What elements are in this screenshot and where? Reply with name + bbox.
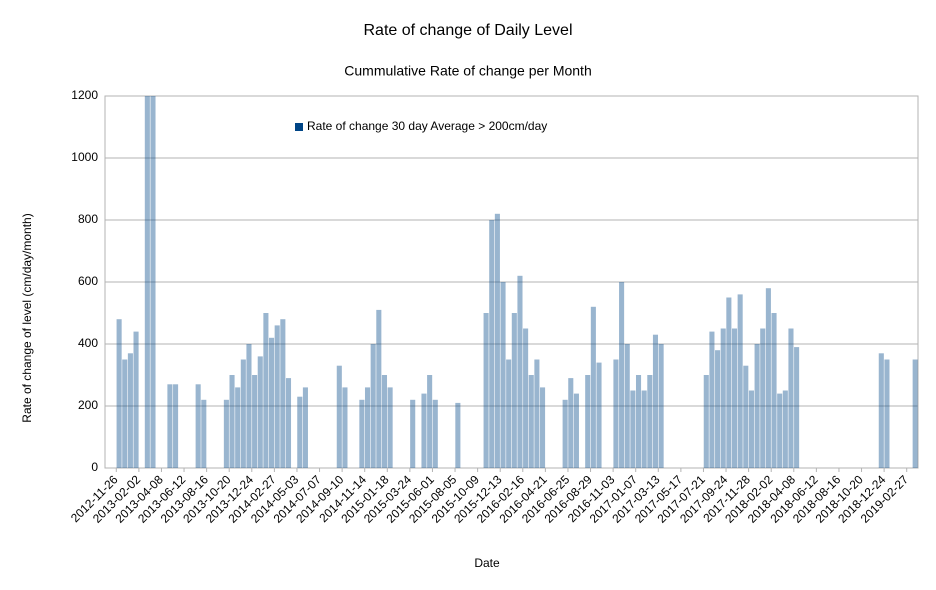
- chart-title: Rate of change of Daily Level: [363, 22, 572, 39]
- bar: [116, 319, 122, 468]
- grid: 0 200 400 600 800 1000 1200: [71, 88, 919, 474]
- bar: [274, 325, 280, 468]
- bar: [630, 390, 636, 468]
- bar: [703, 375, 709, 468]
- bar: [596, 362, 602, 468]
- bar: [523, 328, 529, 468]
- bar: [240, 359, 246, 468]
- bar: [376, 309, 382, 468]
- bar: [494, 213, 500, 468]
- bar: [364, 387, 371, 468]
- bar: [280, 319, 286, 468]
- bar: [635, 375, 642, 468]
- bar: [257, 356, 263, 468]
- bar: [534, 359, 540, 468]
- bar: [127, 353, 133, 468]
- bar: [421, 393, 427, 468]
- bar: [788, 328, 794, 468]
- y-tick-label: 1200: [71, 88, 98, 102]
- bar: [173, 384, 179, 468]
- y-tick-label: 1000: [71, 150, 98, 164]
- bar: [122, 359, 128, 468]
- bar: [483, 313, 489, 468]
- bar: [223, 399, 229, 468]
- bar: [285, 378, 292, 468]
- bar: [777, 393, 783, 468]
- bar: [590, 306, 596, 468]
- y-tick-label: 200: [78, 398, 98, 412]
- y-tick-label: 400: [78, 336, 98, 350]
- bar: [912, 359, 918, 468]
- bar: [562, 399, 568, 468]
- bar: [528, 375, 534, 468]
- bar: [794, 347, 800, 468]
- bar: [235, 387, 241, 468]
- bar: [370, 344, 376, 468]
- bar: [878, 353, 884, 468]
- bar: [252, 375, 258, 468]
- bar: [150, 96, 156, 468]
- bar: [540, 387, 546, 468]
- bar: [229, 375, 235, 468]
- bar: [269, 337, 275, 468]
- bar: [489, 220, 495, 468]
- x-axis-label: Date: [474, 556, 500, 570]
- bar: [246, 344, 252, 468]
- bar: [613, 359, 619, 468]
- bar: [517, 275, 523, 468]
- bar: [359, 399, 365, 468]
- y-tick-label: 0: [91, 460, 98, 474]
- bar: [731, 328, 738, 468]
- bar: [432, 399, 438, 468]
- y-tick-label: 600: [78, 274, 98, 288]
- bar: [427, 375, 433, 468]
- bar: [500, 282, 506, 468]
- bar: [455, 402, 461, 468]
- bar: [381, 375, 388, 468]
- bar: [658, 344, 664, 468]
- bar: [884, 359, 890, 468]
- bar: [652, 334, 659, 468]
- bar: [302, 387, 308, 468]
- bar: [641, 390, 647, 468]
- bar: [410, 399, 416, 468]
- bar: [619, 282, 625, 468]
- y-tick-label: 800: [78, 212, 98, 226]
- y-axis-label: Rate of change of level (cm/day/month): [20, 213, 34, 422]
- bars: [116, 96, 918, 468]
- bar: [297, 396, 303, 468]
- bar: [748, 390, 754, 468]
- bar: [144, 96, 150, 468]
- bar: [765, 288, 771, 468]
- bar: [720, 328, 726, 468]
- bar: [336, 365, 342, 468]
- bar: [754, 344, 760, 468]
- bar: [624, 344, 630, 468]
- bar: [585, 375, 591, 468]
- bar: [511, 313, 517, 468]
- bar: [133, 331, 139, 468]
- bar: [568, 378, 574, 468]
- bar: [573, 393, 579, 468]
- bar: [263, 313, 269, 468]
- bar: [771, 313, 777, 468]
- bar: [506, 359, 512, 468]
- bar: [709, 331, 715, 468]
- bar: [743, 365, 749, 468]
- legend-swatch: [295, 123, 303, 131]
- legend-label: Rate of change 30 day Average > 200cm/da…: [307, 119, 547, 133]
- bar: [342, 387, 348, 468]
- bar: [167, 384, 173, 468]
- bar: [387, 387, 393, 468]
- bar: [715, 350, 721, 468]
- bar: [726, 297, 732, 468]
- bar: [782, 390, 788, 468]
- bar: [737, 294, 743, 468]
- bar: [760, 328, 766, 468]
- bar: [647, 375, 653, 468]
- chart-subtitle: Cummulative Rate of change per Month: [344, 63, 591, 79]
- bar: [201, 399, 207, 468]
- bar: [195, 384, 201, 468]
